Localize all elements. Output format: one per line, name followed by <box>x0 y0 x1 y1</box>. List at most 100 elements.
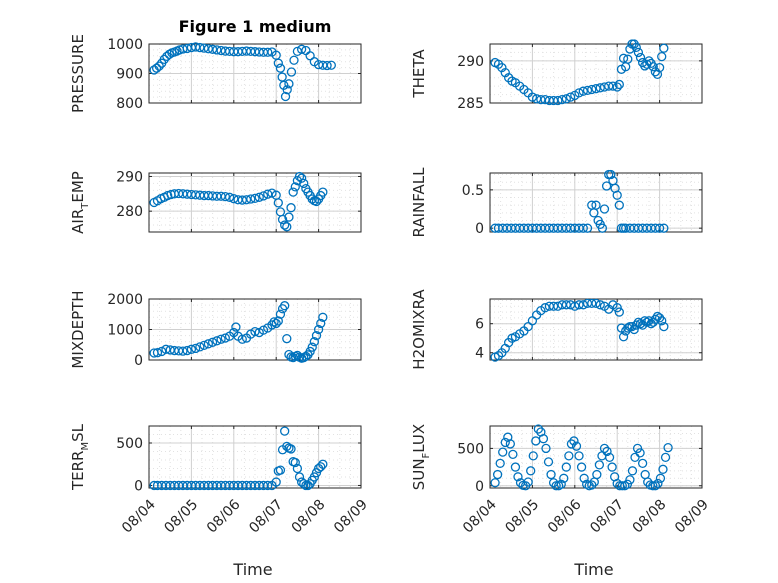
data-point <box>561 300 571 310</box>
data-point <box>644 316 654 326</box>
y-tick-label: 6 <box>475 317 484 333</box>
y-axis-label: TERRMSL <box>69 423 91 491</box>
data-point <box>557 94 567 105</box>
data-point <box>604 452 615 463</box>
data-point <box>273 198 283 208</box>
y-tick-label: 500 <box>116 436 143 452</box>
y-axis-label-rest: EMP <box>69 171 87 202</box>
data-point <box>299 178 309 189</box>
data-point <box>553 95 563 106</box>
data-point <box>528 451 538 461</box>
data-point <box>152 348 163 358</box>
subplot-1: 800 900 1000 PRESSURE Figure 1 medium <box>69 17 362 113</box>
data-point <box>294 472 305 482</box>
data-point <box>538 434 549 444</box>
data-point <box>207 337 218 347</box>
data-point <box>229 194 239 204</box>
data-point <box>241 195 252 205</box>
subplot-6: 4 6 H2OMIXRA <box>410 289 703 370</box>
data-point <box>635 448 645 458</box>
data-point <box>203 339 214 349</box>
data-point <box>296 173 307 183</box>
data-point <box>275 309 286 319</box>
x-tick-label: 08/04 <box>119 497 159 537</box>
data-point <box>246 194 256 204</box>
data-point <box>574 88 584 98</box>
data-point <box>290 182 300 192</box>
y-tick-label: 1000 <box>107 323 143 339</box>
data-point <box>318 187 328 197</box>
data-point <box>159 54 169 64</box>
data-point <box>595 300 605 310</box>
data-point <box>178 44 188 54</box>
data-point <box>660 452 671 463</box>
data-point <box>578 300 588 310</box>
data-point <box>659 43 669 53</box>
data-point <box>614 200 624 210</box>
data-point <box>216 334 226 344</box>
data-point <box>608 81 618 91</box>
x-tick-label: 08/07 <box>587 497 627 537</box>
y-tick-label: 280 <box>116 204 143 220</box>
data-point <box>642 317 652 327</box>
data-point <box>220 191 230 202</box>
data-point <box>553 301 563 311</box>
data-point <box>623 54 633 64</box>
data-point <box>313 324 324 335</box>
data-point <box>591 298 601 309</box>
data-point <box>237 334 247 344</box>
data-point <box>269 317 279 327</box>
axes-box <box>489 425 703 489</box>
data-point <box>546 469 556 480</box>
y-axis-label-main: PRESSURE <box>69 34 87 113</box>
y-tick-label: 900 <box>116 67 143 83</box>
data-point <box>618 332 629 342</box>
subplot-8: 0 500 SUNFLUX 08/04 08/05 08/06 08/07 08/08 08/0… <box>410 424 712 579</box>
data-point <box>587 84 597 95</box>
y-axis-label-rest: SL <box>69 423 87 442</box>
x-tick-label: 08/08 <box>289 497 329 537</box>
data-point <box>597 223 608 233</box>
data-point <box>648 62 658 72</box>
data-point <box>510 462 521 472</box>
y-tick-label: 0 <box>134 478 143 494</box>
x-tick-label: 08/09 <box>672 497 712 537</box>
data-point <box>617 481 627 491</box>
data-point <box>551 481 561 491</box>
data-point <box>652 69 663 79</box>
data-point <box>659 321 669 332</box>
data-point <box>275 63 286 73</box>
data-point <box>286 203 296 213</box>
data-point <box>505 439 516 449</box>
data-point <box>601 181 612 191</box>
data-point <box>309 337 320 347</box>
subplot-5: 0 1000 2000 MIXDEPTH <box>69 290 362 369</box>
data-point <box>556 479 566 489</box>
data-point <box>527 92 538 102</box>
data-point <box>231 322 241 332</box>
y-axis-label-main: SUN <box>410 458 428 490</box>
y-axis-label-main: H2OMIXRA <box>410 289 428 370</box>
x-tick-label: 08/06 <box>545 497 585 537</box>
y-axis-label-main: RAINFALL <box>410 167 428 238</box>
data-point <box>513 472 523 482</box>
data-series <box>490 169 669 233</box>
data-point <box>654 62 665 73</box>
data-point <box>614 79 624 90</box>
data-point <box>618 53 629 63</box>
data-point <box>543 457 554 467</box>
major-grid <box>490 426 702 488</box>
data-point <box>599 204 610 214</box>
data-point <box>195 342 205 352</box>
data-point <box>220 333 230 343</box>
data-point <box>625 475 635 485</box>
y-axis-label: PRESSURE <box>69 34 87 113</box>
x-tick-label: 08/08 <box>630 497 670 537</box>
data-point <box>495 458 505 469</box>
data-point <box>254 192 264 202</box>
data-point <box>280 301 290 311</box>
data-point <box>523 477 533 487</box>
data-point <box>631 320 641 330</box>
data-point <box>659 223 669 233</box>
